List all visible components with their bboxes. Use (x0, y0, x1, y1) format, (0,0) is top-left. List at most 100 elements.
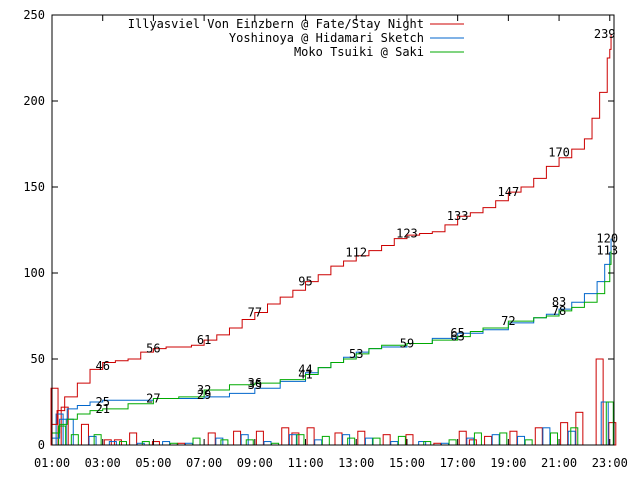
plot-border (51, 14, 615, 446)
data-label: 112 (345, 245, 367, 259)
data-label: 113 (596, 244, 618, 258)
bars (50, 358, 617, 446)
data-label: 77 (248, 306, 262, 320)
data-label: 27 (146, 392, 160, 406)
x-tick-label: 05:00 (135, 456, 171, 470)
data-label: 21 (95, 402, 109, 416)
x-tick-label: 07:00 (186, 456, 222, 470)
bar (575, 411, 584, 446)
bar (466, 437, 475, 446)
legend-label: Illyasviel Von Einzbern @ Fate/Stay Nigh… (128, 17, 424, 31)
bar (484, 435, 493, 446)
y-tick-label: 0 (38, 438, 45, 452)
x-tick-label: 01:00 (34, 456, 70, 470)
bar (509, 430, 518, 446)
legend: Illyasviel Von Einzbern @ Fate/Stay Nigh… (128, 17, 464, 59)
bar (499, 432, 508, 446)
bar (306, 427, 315, 446)
bar (364, 437, 373, 446)
bar (296, 434, 305, 446)
bar (390, 441, 399, 446)
data-label: 41 (298, 367, 312, 381)
data-label: 239 (594, 27, 616, 41)
bar (129, 432, 138, 446)
legend-label: Yoshinoya @ Hidamari Sketch (229, 31, 424, 45)
data-label: 32 (197, 383, 211, 397)
bar (570, 427, 579, 446)
bar (314, 439, 323, 446)
data-label: 53 (349, 347, 363, 361)
x-tick-label: 15:00 (389, 456, 425, 470)
bar (549, 432, 558, 446)
bar (524, 439, 533, 446)
data-label: 123 (396, 226, 418, 240)
bar (321, 435, 330, 446)
data-label: 25 (95, 395, 109, 409)
bar (342, 434, 351, 446)
x-tick-label: 13:00 (338, 456, 374, 470)
bar (458, 430, 467, 446)
bar (534, 427, 543, 446)
series-line (52, 250, 612, 434)
x-tick-label: 19:00 (490, 456, 526, 470)
series-line (52, 238, 612, 439)
bar (423, 441, 432, 446)
bar (334, 432, 343, 446)
bar (605, 401, 614, 446)
bar (80, 423, 89, 446)
bar (448, 439, 457, 446)
bar (372, 437, 381, 446)
bar (288, 434, 297, 446)
legend-label: Moko Tsuiki @ Saki (294, 45, 424, 59)
bar (192, 437, 201, 446)
data-label: 120 (596, 232, 618, 246)
data-label: 56 (146, 342, 160, 356)
data-label: 72 (501, 314, 515, 328)
data-label: 29 (197, 388, 211, 402)
bar (103, 439, 112, 446)
bar (255, 430, 264, 446)
bar (600, 401, 609, 446)
bar (347, 437, 356, 446)
y-tick-label: 250 (23, 8, 45, 22)
bar (220, 439, 229, 446)
y-tick-label: 200 (23, 94, 45, 108)
bar (468, 439, 477, 446)
x-tick-label: 17:00 (440, 456, 476, 470)
y-tick-label: 150 (23, 180, 45, 194)
data-label: 95 (298, 275, 312, 289)
bar (517, 435, 526, 446)
bar (542, 427, 551, 446)
bar (207, 432, 216, 446)
bar (113, 439, 122, 446)
bar (418, 441, 427, 446)
bar (108, 441, 117, 446)
data-label: 83 (552, 295, 566, 309)
bar (560, 422, 569, 446)
bar (215, 437, 224, 446)
bar (263, 441, 272, 446)
bar (382, 434, 391, 446)
data-label: 36 (248, 376, 262, 390)
data-label: 35 (248, 378, 262, 392)
x-tick-label: 11:00 (287, 456, 323, 470)
bar (491, 434, 500, 446)
bar (473, 432, 482, 446)
x-tick-label: 21:00 (541, 456, 577, 470)
y-axis: 0 50 100 150 200 250 (23, 8, 614, 452)
data-label: 78 (552, 304, 566, 318)
data-label: 46 (95, 359, 109, 373)
bar (397, 435, 406, 446)
series-line (52, 33, 612, 425)
x-tick-label: 09:00 (237, 456, 273, 470)
data-label: 44 (298, 362, 312, 376)
bar (118, 441, 127, 446)
y-tick-label: 50 (31, 352, 45, 366)
x-axis: 01:00 03:00 05:00 07:00 09:00 11:00 13:00 15:00… (34, 15, 628, 470)
bar (233, 430, 242, 446)
data-label: 63 (450, 330, 464, 344)
data-label: 59 (400, 337, 414, 351)
series-lines (52, 33, 612, 439)
bar (70, 434, 79, 446)
